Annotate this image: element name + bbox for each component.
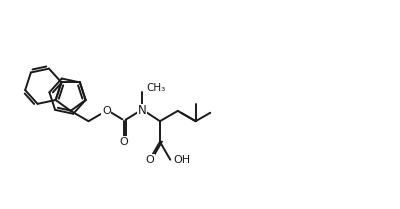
Text: CH₃: CH₃ [146, 83, 166, 93]
Text: O: O [102, 106, 111, 116]
Text: OH: OH [173, 155, 190, 165]
Text: O: O [145, 155, 154, 165]
Text: O: O [120, 137, 128, 147]
Text: N: N [138, 104, 146, 117]
